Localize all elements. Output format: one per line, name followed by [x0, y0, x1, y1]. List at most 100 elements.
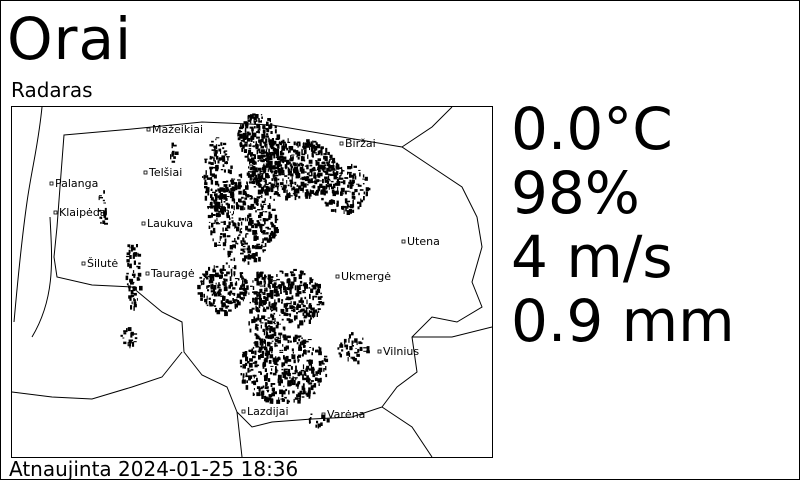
precipitation-cell — [325, 366, 327, 371]
precipitation-cell — [312, 313, 316, 317]
precipitation-cell — [242, 354, 245, 358]
precipitation-cell — [258, 305, 261, 309]
precipitation-cell — [286, 358, 288, 363]
precipitation-cell — [315, 349, 319, 353]
precipitation-cell — [243, 138, 245, 143]
precipitation-cell — [315, 160, 318, 162]
precipitation-cell — [247, 254, 252, 260]
precipitation-cell — [268, 301, 271, 307]
precipitation-cell — [285, 147, 287, 149]
precipitation-cell — [281, 160, 283, 163]
precipitation-cell — [317, 151, 320, 156]
precipitation-cell — [213, 157, 215, 162]
precipitation-cell — [205, 187, 210, 192]
precipitation-cell — [326, 168, 330, 170]
precipitation-cell — [317, 283, 321, 289]
precipitation-cell — [123, 332, 127, 335]
precipitation-cell — [210, 179, 214, 185]
precipitation-cell — [280, 398, 283, 400]
precipitation-cell — [280, 186, 283, 188]
precipitation-cell — [358, 192, 360, 196]
precipitation-cell — [303, 273, 306, 276]
precipitation-cell — [279, 195, 281, 197]
precipitation-cell — [351, 179, 355, 184]
precipitation-cell — [200, 280, 203, 286]
precipitation-cell — [98, 195, 102, 197]
precipitation-cell — [291, 348, 294, 352]
precipitation-cell — [323, 368, 327, 370]
precipitation-cell — [215, 307, 218, 313]
precipitation-cell — [287, 177, 290, 179]
precipitation-cell — [256, 149, 258, 155]
precipitation-cell — [316, 288, 321, 294]
precipitation-cell — [272, 284, 274, 287]
precipitation-cell — [306, 365, 310, 370]
precipitation-cell — [262, 203, 267, 205]
precipitation-cell — [309, 189, 312, 195]
precipitation-cell — [286, 159, 289, 165]
precipitation-cell — [228, 190, 230, 194]
precipitation-cell — [297, 291, 302, 295]
precipitation-cell — [271, 368, 273, 371]
precipitation-cell — [225, 156, 230, 158]
precipitation-cell — [261, 175, 264, 179]
precipitation-cell — [238, 198, 242, 203]
city-label-lazdijai: Lazdijai — [247, 405, 289, 418]
precipitation-cell — [123, 330, 127, 333]
precipitation-cell — [300, 168, 305, 174]
precipitation-cell — [242, 132, 247, 137]
precipitation-cell — [250, 203, 255, 207]
precipitation-cell — [315, 290, 319, 295]
precipitation-cell — [228, 184, 231, 187]
precipitation-cell — [212, 275, 215, 281]
precipitation-cell — [247, 132, 251, 136]
precipitation-cell — [244, 136, 247, 140]
precipitation-cell — [265, 158, 268, 161]
precipitation-cell — [352, 173, 356, 176]
precipitation-cell — [222, 164, 225, 167]
precipitation-cell — [244, 121, 249, 127]
precipitation-cell — [238, 234, 240, 236]
precipitation-cell — [324, 171, 327, 173]
precipitation-cell — [242, 190, 247, 196]
precipitation-cell — [215, 167, 219, 172]
precipitation-cell — [316, 180, 320, 183]
precipitation-cell — [274, 344, 278, 347]
precipitation-cell — [287, 162, 291, 165]
precipitation-cell — [308, 387, 311, 393]
precipitation-cell — [286, 279, 291, 283]
precipitation-cell — [172, 144, 177, 147]
precipitation-cell — [273, 177, 278, 182]
precipitation-cell — [209, 302, 213, 307]
precipitation-cell — [260, 386, 264, 389]
precipitation-cell — [231, 250, 233, 253]
precipitation-cell — [300, 187, 304, 191]
precipitation-cell — [129, 341, 132, 347]
precipitation-cell — [302, 374, 304, 379]
precipitation-cell — [235, 281, 237, 284]
precipitation-cell — [255, 114, 259, 119]
precipitation-cell — [274, 125, 277, 129]
precipitation-cell — [226, 212, 229, 217]
precipitation-cell — [247, 153, 249, 158]
precipitation-cell — [283, 385, 285, 388]
precipitation-cell — [205, 191, 208, 194]
precipitation-cell — [293, 379, 296, 385]
precipitation-cell — [342, 205, 347, 208]
precipitation-cell — [336, 200, 339, 203]
precipitation-cell — [288, 150, 290, 154]
precipitation-cell — [263, 359, 267, 363]
precipitation-cell — [302, 343, 305, 346]
precipitation-cell — [277, 156, 281, 159]
precipitation-cell — [281, 393, 284, 398]
precipitation-cell — [209, 301, 211, 304]
precipitation-cell — [315, 283, 318, 287]
precipitation-cell — [240, 221, 243, 226]
precipitation-cell — [262, 385, 265, 387]
precipitation-cell — [317, 308, 321, 310]
precipitation-cell — [137, 266, 141, 270]
precipitation-cell — [287, 167, 290, 172]
precipitation-cell — [271, 303, 275, 305]
precipitation-cell — [132, 247, 136, 251]
precipitation-cell — [229, 245, 234, 250]
